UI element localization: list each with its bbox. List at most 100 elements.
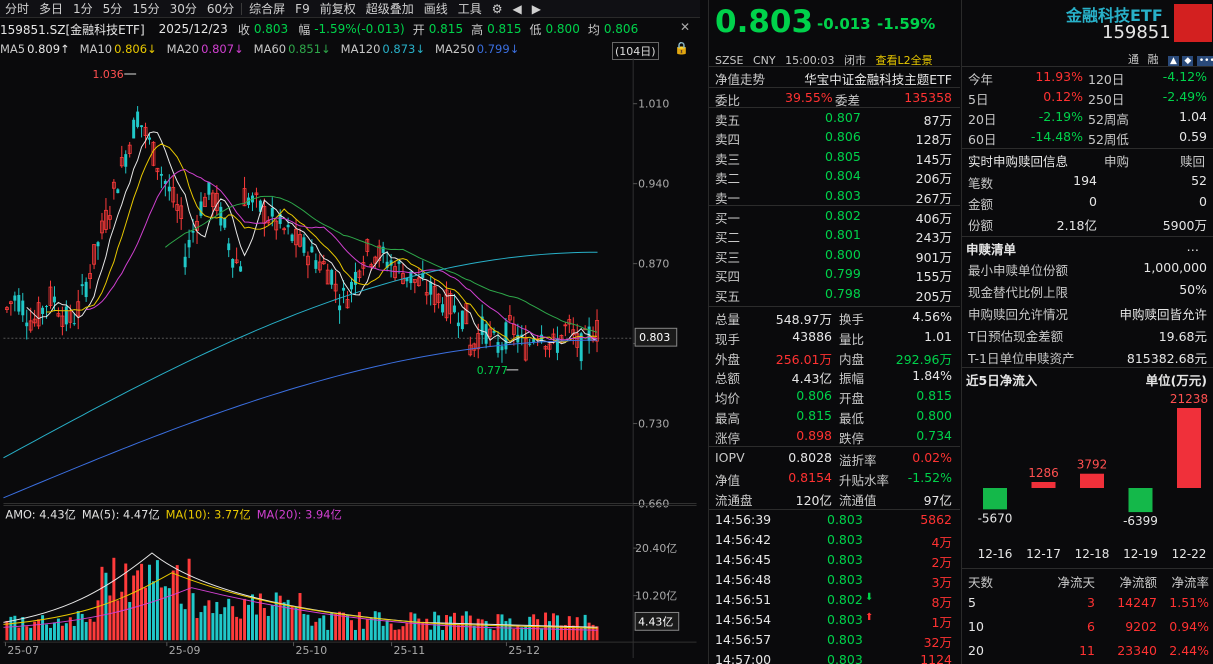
- subscribe-b: 0: [1199, 194, 1207, 209]
- subscribe-label: 金额: [968, 197, 994, 212]
- book-price: 0.801: [825, 227, 861, 243]
- lock-icon[interactable]: 🔒: [674, 41, 689, 55]
- inflow-date: 12-16: [978, 547, 1013, 561]
- book-level-label: 卖二: [715, 171, 741, 187]
- tong-rong: 通 融 ▲ ◆ •••: [1128, 51, 1213, 67]
- book-level-label: 卖一: [715, 190, 741, 206]
- list-value: 50%: [1179, 282, 1207, 297]
- book-level-label: 卖三: [715, 151, 741, 167]
- toolbar-item-11[interactable]: 画线: [423, 1, 448, 16]
- stat-value-1: 0.806: [796, 388, 832, 404]
- book-row[interactable]: 卖四 0.806 128万: [709, 127, 960, 147]
- book-row[interactable]: 买二 0.801 243万: [709, 225, 960, 245]
- stat-row: 外盘 256.01万 内盘 292.96万: [709, 347, 960, 367]
- book-row[interactable]: 买五 0.798 205万: [709, 284, 960, 304]
- flow-days: 5: [968, 595, 976, 610]
- book-level-label: 买一: [715, 211, 741, 226]
- toolbar-item-10[interactable]: 超级叠加: [365, 1, 414, 16]
- more-icon[interactable]: •••: [1196, 56, 1213, 66]
- nav-trend-row[interactable]: 净值走势 华宝中证金融科技主题ETF: [709, 67, 960, 87]
- ma-label: MA5: [0, 42, 26, 56]
- perf-label-1: 5日: [968, 92, 989, 107]
- toolbar-item-8[interactable]: F9: [295, 1, 310, 16]
- date-axis-label: 25-10: [296, 644, 328, 657]
- list-row: 最小申赎单位份额 1,000,000: [962, 258, 1213, 278]
- symbol-label: 159851.SZ[金融科技ETF]: [0, 22, 145, 37]
- prev-arrow-icon[interactable]: ◀: [512, 1, 522, 16]
- book-row[interactable]: 买三 0.800 901万: [709, 245, 960, 265]
- toolbar-item-6[interactable]: 60分: [206, 1, 235, 16]
- book-row[interactable]: 卖二 0.804 206万: [709, 166, 960, 186]
- inflow-bar: [1080, 473, 1104, 488]
- kline-chart[interactable]: 1.010 0.940 0.870 0.730 0.660 0.803 1.036 0.777…: [0, 58, 700, 658]
- pin-icon[interactable]: ◆: [1182, 56, 1194, 66]
- subscribe-label: 笔数: [968, 176, 994, 191]
- stat-row: 净值 0.8154 升贴水率 -1.52%: [709, 468, 960, 488]
- nav-trend-label: 净值走势: [715, 72, 766, 87]
- toolbar-item-5[interactable]: 30分: [169, 1, 197, 16]
- flow-col-2: 净流额: [1119, 575, 1157, 590]
- toolbar-item-0[interactable]: 分时: [5, 1, 30, 16]
- l2-link[interactable]: 查看L2全景: [875, 54, 933, 67]
- inflow-date: 12-22: [1172, 547, 1207, 561]
- list-row: 现金替代比例上限 50%: [962, 280, 1213, 300]
- toolbar-item-2[interactable]: 1分: [73, 1, 93, 16]
- ma-value: 0.806↓: [114, 42, 157, 56]
- list-title: 申赎清单: [966, 242, 1017, 257]
- book-row[interactable]: 卖三 0.805 145万: [709, 147, 960, 167]
- stat-row: 流通盘 120亿 流通值 97亿: [709, 488, 960, 508]
- toolbar-item-9[interactable]: 前复权: [319, 1, 356, 16]
- price-axis-label: 0.660: [638, 498, 669, 511]
- period-badge[interactable]: (104日): [612, 42, 659, 60]
- toolbar-item-1[interactable]: 多日: [39, 1, 64, 16]
- book-row[interactable]: 卖一 0.803 267万: [709, 186, 960, 206]
- toolbar-item-12[interactable]: 工具: [457, 1, 482, 16]
- next-arrow-icon[interactable]: ▶: [531, 1, 542, 16]
- toolbar-item-7[interactable]: 综合屏: [249, 1, 286, 16]
- ma-label: MA20: [166, 42, 200, 56]
- flow-count: 6: [1087, 619, 1095, 634]
- stat-value-1: 120亿: [795, 493, 832, 508]
- book-row[interactable]: 卖五 0.807 87万: [709, 108, 960, 128]
- book-row[interactable]: 买一 0.802 406万: [709, 206, 960, 226]
- close-icon[interactable]: ✕: [679, 20, 690, 34]
- perf-value-2: -2.49%: [1162, 89, 1207, 104]
- bell-icon[interactable]: ▲: [1168, 56, 1179, 66]
- stat-label-1: 现手: [715, 331, 741, 347]
- stat-row: 均价 0.806 开盘 0.815: [709, 386, 960, 406]
- stat-label-1: 流通盘: [715, 493, 753, 508]
- toolbar-item-3[interactable]: 5分: [102, 1, 123, 16]
- stat-value-2: 0.02%: [912, 450, 952, 465]
- stat-value-2: 4.56%: [912, 309, 952, 324]
- inflow-date: 12-17: [1026, 547, 1061, 561]
- settings-icon[interactable]: ⚙: [491, 1, 503, 16]
- tick-price: 0.803: [827, 652, 863, 664]
- tick-price: 0.803: [827, 532, 863, 547]
- open-label: 开: [412, 22, 425, 37]
- stat-value-1: 0.898: [796, 427, 832, 443]
- list-label: T日预估现金差额: [968, 329, 1064, 344]
- volume-tag: 4.43亿: [638, 615, 673, 628]
- perf-row: 60日 -14.48% 52周低 0.59: [962, 127, 1213, 147]
- book-price: 0.799: [825, 266, 861, 282]
- book-volume: 205万: [915, 288, 952, 304]
- tick-row: 14:56:42 0.803 4万: [709, 530, 960, 550]
- stat-label-1: 最高: [715, 411, 741, 426]
- book-row[interactable]: 买四 0.799 155万: [709, 264, 960, 284]
- high-mark: 1.036: [93, 68, 124, 81]
- low-label: 低: [529, 22, 542, 37]
- stat-value-2: 0.734: [916, 427, 952, 443]
- price-axis-label: 0.870: [638, 258, 669, 271]
- period-toolbar: 分时 多日 1分 5分 15分 30分 60分 综合屏 F9 前复权 超级叠加 画线 工具 ⚙ ◀ ▶: [0, 0, 700, 18]
- ma-value: 0.809↑: [27, 42, 70, 56]
- high-label: 高: [471, 22, 484, 37]
- more-icon[interactable]: …: [1186, 239, 1200, 254]
- current-price-tag: 0.803: [639, 331, 670, 344]
- subscribe-a: 0: [1089, 194, 1097, 209]
- subscribe-a: 2.18亿: [1056, 218, 1097, 233]
- stat-label-2: 内盘: [839, 351, 865, 367]
- high-value: 0.815: [487, 22, 522, 36]
- stat-label-2: 开盘: [839, 391, 865, 407]
- flow-rate: 1.51%: [1169, 595, 1209, 610]
- toolbar-item-4[interactable]: 15分: [132, 1, 160, 16]
